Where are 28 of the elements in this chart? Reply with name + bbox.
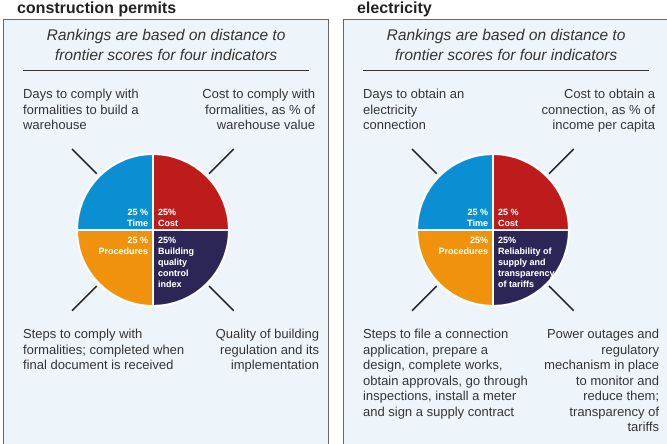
text: Days to obtain an electricity connection	[363, 86, 466, 132]
data-label: 25 %	[467, 207, 488, 217]
slice-label: Cost	[158, 218, 178, 228]
data-label: 25%	[158, 235, 176, 245]
text: Quality of building regulation and its implementation	[214, 326, 319, 372]
chart-title: electricity	[357, 0, 432, 18]
slice-label: Building quality control index	[158, 246, 194, 289]
chart-title: construction permits	[17, 0, 176, 18]
slice-label: Procedures	[438, 246, 488, 256]
data-label: 25%	[470, 235, 488, 245]
slice-label: Reliability of supply and transparency of tariffs	[498, 246, 555, 289]
data-label: 25 %	[127, 207, 148, 217]
slice-label: Procedures	[98, 246, 148, 256]
slice-label: Cost	[498, 218, 518, 228]
text: Power outages and regulatory mechanism in place to monitor and reduce them; transparency of tariffs	[544, 326, 659, 434]
text: Cost to obtain a connection, as % of income per capita	[540, 86, 655, 132]
text: Steps to file a connection application, prepare a design, complete works, obtain approvals, go through inspections, install a meter and sign a supply contract	[363, 326, 529, 419]
text: Cost to comply with formalities, as % of warehouse value	[201, 86, 315, 132]
text: Steps to comply with formalities; completed when final document is received	[23, 326, 186, 372]
chart-subtitle: Rankings are based on distance to frontier scores for four indicators	[363, 26, 649, 71]
data-label: 25%	[498, 235, 516, 245]
data-label: 25 %	[127, 235, 148, 245]
slice-label: Time	[467, 218, 488, 228]
data-label: 25 %	[498, 207, 519, 217]
slice-label: Time	[127, 218, 148, 228]
data-label: 25%	[158, 207, 176, 217]
chart-subtitle: Rankings are based on distance to frontier scores for four indicators	[23, 26, 309, 71]
text: Days to comply with formalities to build a warehouse	[23, 86, 140, 132]
